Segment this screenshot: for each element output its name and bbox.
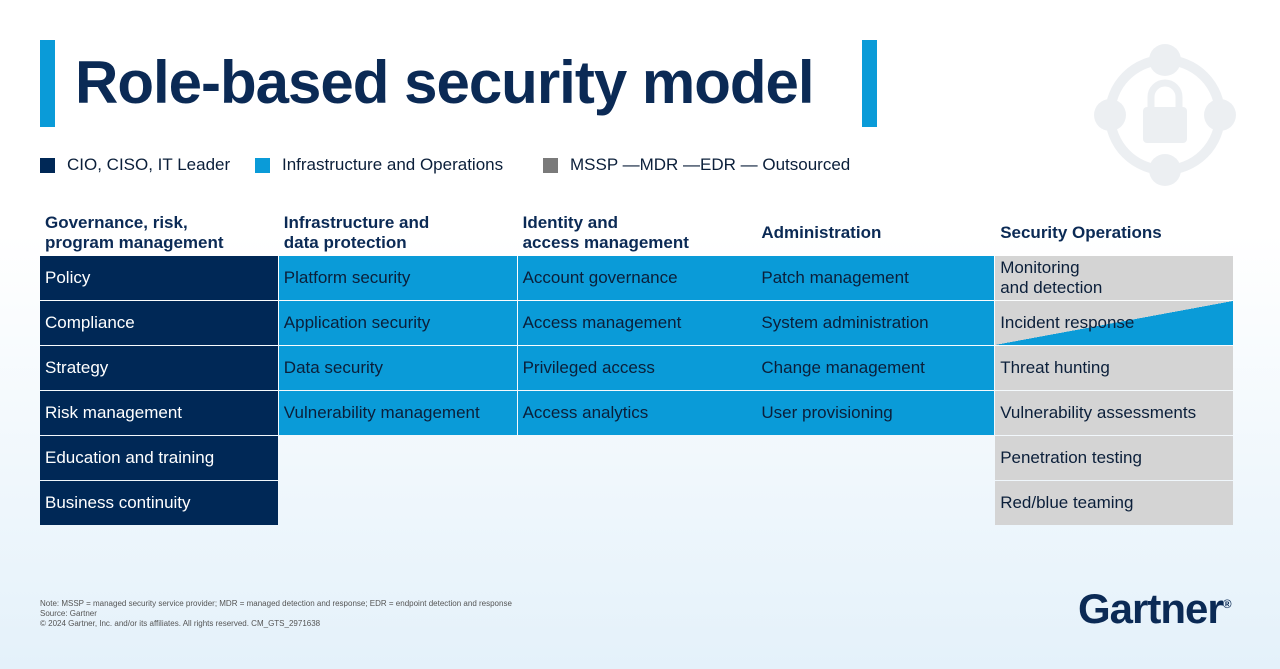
cell: Access management [517,301,756,345]
cell-label: Penetration testing [1000,448,1142,467]
logo-mark: ® [1222,597,1232,611]
cell-label: User provisioning [761,403,893,422]
logo-text: Gartner [1078,585,1224,632]
cell-label: Platform security [283,268,411,287]
cell-label: Business continuity [45,493,191,512]
cell: Strategy [40,346,278,390]
cell-label: Access management [522,313,682,332]
cell-label: Monitoring and detection [1000,258,1103,297]
cell: Education and training [40,436,278,480]
cell: Vulnerability assessments [995,391,1234,435]
cell: Threat hunting [995,346,1234,390]
cell-label: Application security [283,313,431,332]
cell-label: Privileged access [522,358,655,377]
legend-swatch [543,157,558,173]
cell: Compliance [40,301,278,345]
cell-label: Policy [45,268,91,287]
cell: Patch management [756,256,995,300]
note-line: © 2024 Gartner, Inc. and/or its affiliat… [40,619,321,628]
cell-label: Threat hunting [1000,358,1110,377]
legend-label: Infrastructure and Operations [282,155,504,174]
cell: User provisioning [756,391,995,435]
cell-label: Education and training [45,448,215,467]
cell: Incident response [995,301,1234,345]
title-bar [862,40,877,127]
cell: Monitoring and detection [995,256,1234,300]
cell: Account governance [517,256,756,300]
legend-item: CIO, CISO, IT Leader [40,155,230,175]
column-header: Infrastructure and data protection [283,213,430,252]
title-bar [40,40,55,127]
cell: Change management [756,346,995,390]
cell: Penetration testing [995,436,1234,480]
cell-label: Data security [283,358,383,377]
note-line: Source: Gartner [40,609,97,618]
cell: Application security [278,301,517,345]
note-line: Note: MSSP = managed security service pr… [40,599,512,608]
cell-label: Vulnerability assessments [1000,403,1197,422]
cell-label: Compliance [45,313,135,332]
cell: Vulnerability management [278,391,517,435]
notes: Note: MSSP = managed security service pr… [40,599,512,629]
column-header: Administration [761,223,882,242]
column-header: Identity and access management [522,213,689,252]
cell: System administration [756,301,995,345]
cell-label: Vulnerability management [283,403,480,422]
legend-item: MSSP —MDR —EDR — Outsourced [543,155,850,175]
cell-label: Change management [761,358,925,377]
legend-label: MSSP —MDR —EDR — Outsourced [570,155,851,174]
cell-label: System administration [761,313,929,332]
cell-label: Red/blue teaming [1000,493,1134,512]
cell-label: Risk management [45,403,183,422]
column-header: Governance, risk, program management [45,213,224,252]
cell: Data security [278,346,517,390]
column-header: Security Operations [1000,223,1162,242]
title: Role-based security model [75,49,815,116]
cell-label: Account governance [522,268,678,287]
legend-swatch [255,157,270,173]
logo: Gartner® [1078,585,1232,633]
lock-icon [1094,44,1236,186]
cell: Privileged access [517,346,756,390]
cell-label: Strategy [45,358,109,377]
legend-swatch [40,157,55,173]
cell: Platform security [278,256,517,300]
cell: Red/blue teaming [995,481,1234,525]
cell: Business continuity [40,481,278,525]
cell-label: Patch management [761,268,909,287]
legend-label: CIO, CISO, IT Leader [67,155,231,174]
cell: Access analytics [517,391,756,435]
cell-label: Access analytics [522,403,649,422]
cell: Policy [40,256,278,300]
cell: Risk management [40,391,278,435]
legend-item: Infrastructure and Operations [255,155,503,175]
cell-label: Incident response [1000,313,1135,332]
